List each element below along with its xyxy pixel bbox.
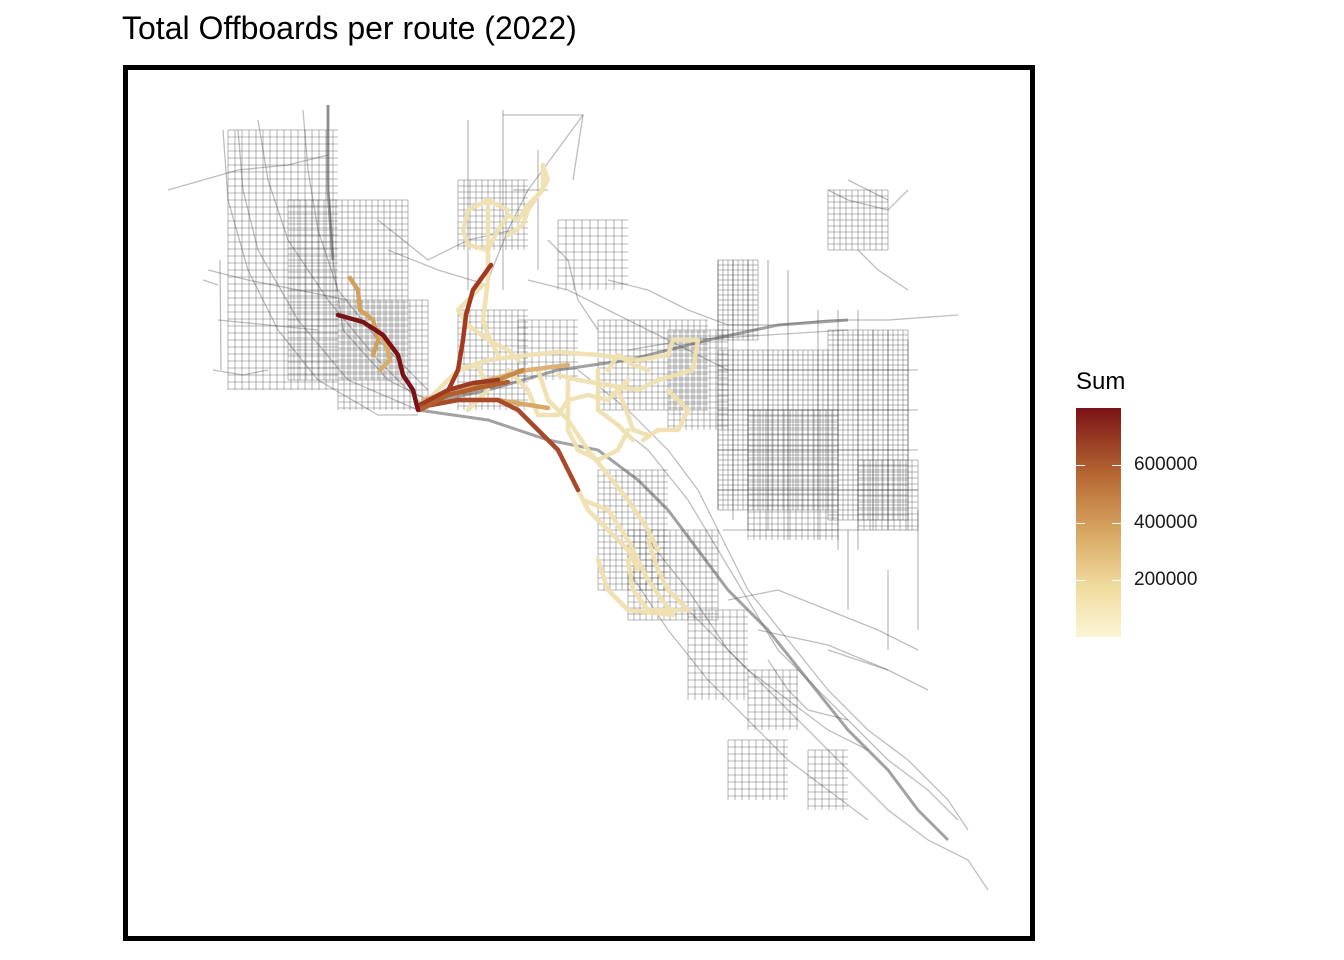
high-ridership-routes (335, 262, 581, 493)
legend-tick-mark (1076, 522, 1085, 524)
legend-tick-mark (1076, 579, 1085, 581)
chart-title: Total Offboards per route (2022) (122, 10, 577, 46)
legend-tick-label: 200000 (1134, 568, 1198, 590)
legend-tick-label: 400000 (1134, 511, 1198, 533)
map-panel (123, 65, 1035, 941)
low-ridership-routes (425, 162, 701, 618)
legend-tick-mark (1112, 465, 1121, 467)
highways (326, 105, 950, 842)
legend-tick-mark (1112, 522, 1121, 524)
legend-tick-label: 600000 (1134, 454, 1198, 476)
bus-routes (335, 162, 701, 618)
legend-tick-mark (1076, 465, 1085, 467)
legend-tick-mark (1112, 579, 1121, 581)
legend-title: Sum (1076, 368, 1126, 395)
map-canvas (167, 105, 989, 891)
